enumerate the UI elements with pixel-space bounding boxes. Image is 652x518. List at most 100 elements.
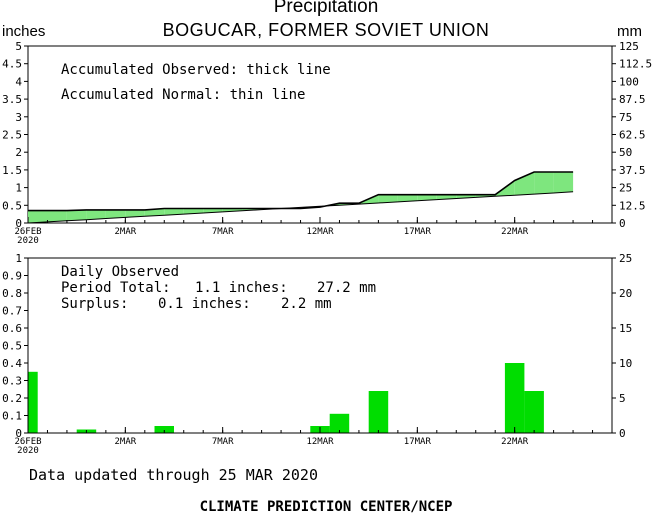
surplus-area	[86, 209, 106, 220]
daily-xtick-label: 17MAR	[404, 437, 432, 447]
surplus-area	[66, 209, 87, 221]
surplus-area	[417, 194, 437, 201]
accum-xtick-label: 12MAR	[306, 227, 334, 237]
daily-ytick-label-left: 1	[15, 252, 22, 265]
surplus-area	[47, 210, 67, 222]
data-updated-note: Data updated through 25 MAR 2020	[29, 466, 318, 484]
daily-bar	[329, 413, 350, 434]
accum-ytick-label-left: 5	[15, 40, 22, 53]
accum-ytick-label-left: 4.5	[2, 58, 22, 71]
surplus-area	[514, 172, 535, 196]
surplus-area	[378, 194, 398, 203]
surplus-area	[456, 194, 476, 199]
accum-ytick-label-right: 12.5	[619, 199, 646, 212]
daily-ytick-label-left: 0.8	[2, 287, 22, 300]
surplus-area	[495, 180, 515, 197]
daily-ytick-label-right: 25	[619, 252, 632, 265]
surplus-area	[28, 210, 48, 223]
accum-xtick-label: 2MAR	[114, 227, 136, 237]
daily-ytick-label-left: 0.5	[2, 340, 22, 353]
surplus-area	[164, 208, 184, 216]
unit-inches-label: inches	[2, 23, 46, 40]
accum-xtick-label: 17MAR	[404, 227, 432, 237]
surplus-area	[320, 203, 340, 208]
surplus-area	[203, 208, 223, 213]
surplus-mm: 2.2 mm	[281, 296, 332, 312]
credit-line: CLIMATE PREDICTION CENTER/NCEP	[199, 499, 453, 515]
surplus-area	[125, 209, 145, 218]
daily-ytick-label-left: 0.6	[2, 322, 22, 335]
accum-ytick-label-left: 2	[15, 146, 22, 159]
daily-ytick-label-left: 0.1	[2, 410, 22, 423]
daily-ytick-label-right: 15	[619, 322, 632, 335]
accum-ytick-label-left: 1.5	[2, 164, 22, 177]
surplus-area	[261, 208, 282, 210]
daily-bar	[368, 391, 389, 433]
chart-title: Precipitation	[273, 0, 379, 17]
accum-ytick-label-left: 1	[15, 182, 22, 195]
accum-ytick-label-right: 87.5	[619, 93, 646, 106]
daily-ytick-label-left: 0.7	[2, 305, 22, 318]
normal-line	[27, 191, 574, 224]
daily-ytick-label-right: 10	[619, 357, 632, 370]
accum-xtick-label: 22MAR	[501, 227, 529, 237]
observed-line	[28, 171, 574, 212]
daily-bar	[154, 426, 174, 433]
legend-observed: Accumulated Observed: thick line	[61, 62, 331, 78]
daily-ytick-label-left: 0	[15, 427, 22, 440]
accum-xtick-year: 2020	[17, 236, 39, 246]
accum-ytick-label-right: 75	[619, 111, 632, 124]
station-name: BOGUCAR, FORMER SOVIET UNION	[162, 20, 490, 40]
accum-ytick-label-right: 0	[619, 217, 626, 230]
daily-ytick-label-right: 20	[619, 287, 632, 300]
accum-ytick-label-left: 4	[15, 75, 22, 88]
daily-bar	[76, 429, 97, 433]
surplus-area	[397, 194, 418, 202]
accum-ytick-label-right: 37.5	[619, 164, 646, 177]
surplus-area	[242, 208, 262, 211]
daily-ytick-label-left: 0.9	[2, 270, 22, 283]
surplus-area	[436, 194, 457, 200]
surplus-area	[183, 208, 204, 215]
surplus-area	[358, 194, 379, 205]
daily-observed-label: Daily Observed	[61, 264, 180, 280]
accum-ytick-label-right: 62.5	[619, 129, 646, 142]
surplus-area	[553, 172, 574, 193]
daily-ytick-label-right: 0	[619, 427, 626, 440]
daily-xtick-label: 22MAR	[501, 437, 529, 447]
surplus-area	[534, 172, 554, 195]
surplus-label: Surplus:	[61, 296, 129, 312]
daily-ytick-label-left: 0.3	[2, 375, 22, 388]
period-total-label: Period Total:	[61, 280, 171, 296]
accum-ytick-label-right: 125	[619, 40, 639, 53]
period-total-inches: 1.1 inches:	[195, 280, 288, 296]
legend-normal: Accumulated Normal: thin line	[61, 87, 306, 103]
daily-xtick-label: 2MAR	[114, 437, 136, 447]
surplus-area	[144, 208, 165, 217]
accum-xtick-label: 7MAR	[212, 227, 234, 237]
daily-bar	[524, 391, 544, 433]
period-total-mm: 27.2 mm	[317, 280, 377, 296]
daily-bar	[504, 363, 525, 433]
accum-ytick-label-right: 100	[619, 75, 639, 88]
accum-ytick-label-left: 2.5	[2, 129, 22, 142]
accum-ytick-label-left: 3.5	[2, 93, 22, 106]
accum-xtick-label: 26FEB	[14, 227, 41, 237]
daily-bar	[28, 371, 38, 434]
accum-ytick-label-right: 25	[619, 182, 632, 195]
daily-ytick-label-left: 0.2	[2, 392, 22, 405]
daily-ytick-label-left: 0.4	[2, 357, 22, 370]
surplus-area	[339, 203, 359, 206]
accum-ytick-label-left: 3	[15, 111, 22, 124]
unit-mm-label: mm	[617, 23, 642, 40]
surplus-inches: 0.1 inches:	[158, 296, 251, 312]
daily-bar	[310, 426, 330, 433]
daily-xtick-label: 7MAR	[212, 437, 234, 447]
daily-ytick-label-right: 5	[619, 392, 626, 405]
accum-ytick-label-right: 112.5	[619, 58, 652, 71]
accum-ytick-label-left: 0.5	[2, 199, 22, 212]
surplus-area	[475, 194, 496, 198]
daily-xtick-year: 2020	[17, 446, 39, 456]
daily-xtick-label: 12MAR	[306, 437, 334, 447]
deficit-area	[281, 207, 301, 209]
